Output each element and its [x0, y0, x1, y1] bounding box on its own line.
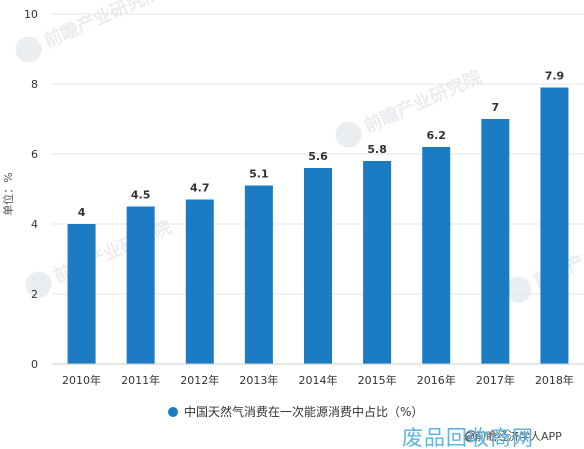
legend: 中国天然气消费在一次能源消费中占比（%）	[168, 404, 423, 419]
watermark-text: 前瞻产业研究院	[360, 66, 484, 137]
bar-series	[67, 87, 569, 364]
bar	[126, 206, 155, 364]
y-axis-title: 单位：%	[1, 172, 15, 215]
data-label: 5.8	[367, 143, 387, 156]
x-tick-label: 2013年	[239, 373, 278, 387]
footer-credit: @前瞻经济学人APP	[464, 429, 562, 443]
bar	[540, 87, 569, 364]
data-label: 6.2	[426, 129, 446, 142]
qianzhan-logo-icon	[15, 36, 42, 63]
x-tick-label: 2012年	[180, 373, 219, 387]
data-label: 5.6	[308, 150, 328, 163]
data-label: 4.7	[190, 182, 210, 195]
x-tick-label: 2018年	[535, 373, 574, 387]
bar	[244, 185, 273, 364]
y-tick-label: 6	[31, 148, 38, 161]
bar	[185, 199, 214, 364]
data-label: 4	[78, 206, 86, 219]
data-label: 7.9	[545, 70, 565, 83]
y-tick-label: 10	[24, 8, 38, 21]
x-axis: 2010年 2011年 2012年 2013年 2014年 2015年 2016年 2017年…	[62, 373, 574, 387]
footer-brand: 废品回收商网	[402, 426, 534, 449]
y-tick-label: 0	[31, 358, 38, 371]
bar	[304, 168, 332, 364]
x-tick-label: 2010年	[62, 373, 101, 387]
x-tick-label: 2015年	[358, 373, 397, 387]
x-tick-label: 2016年	[417, 373, 456, 387]
watermark-text: 前瞻产业研究院	[40, 0, 164, 52]
x-tick-label: 2017年	[476, 373, 515, 387]
y-tick-label: 2	[31, 288, 38, 301]
y-axis: 0 2 4 6 8 10	[24, 8, 38, 371]
legend-marker	[168, 407, 178, 417]
watermark: 前瞻产业研究院	[335, 66, 485, 148]
x-tick-label: 2014年	[299, 373, 338, 387]
data-label: 7	[492, 101, 500, 114]
legend-label: 中国天然气消费在一次能源消费中占比（%）	[184, 404, 423, 419]
footer: @前瞻经济学人APP 废品回收商网	[402, 426, 562, 449]
bar	[481, 119, 510, 364]
bar	[422, 147, 451, 364]
y-tick-label: 8	[31, 78, 38, 91]
credit-icon-mark	[468, 433, 475, 439]
y-tick-label: 4	[31, 218, 38, 231]
data-labels: 4 4.5 4.7 5.1 5.6 5.8 6.2 7 7.9	[78, 70, 564, 220]
x-tick-label: 2011年	[121, 373, 160, 387]
qianzhan-logo-icon	[505, 276, 532, 303]
bar	[363, 161, 392, 364]
data-label: 4.5	[131, 189, 151, 202]
bar	[67, 224, 96, 364]
credit-icon	[465, 430, 477, 442]
qianzhan-logo-icon	[25, 271, 52, 298]
qianzhan-logo-icon	[335, 121, 362, 148]
data-label: 5.1	[249, 168, 269, 181]
